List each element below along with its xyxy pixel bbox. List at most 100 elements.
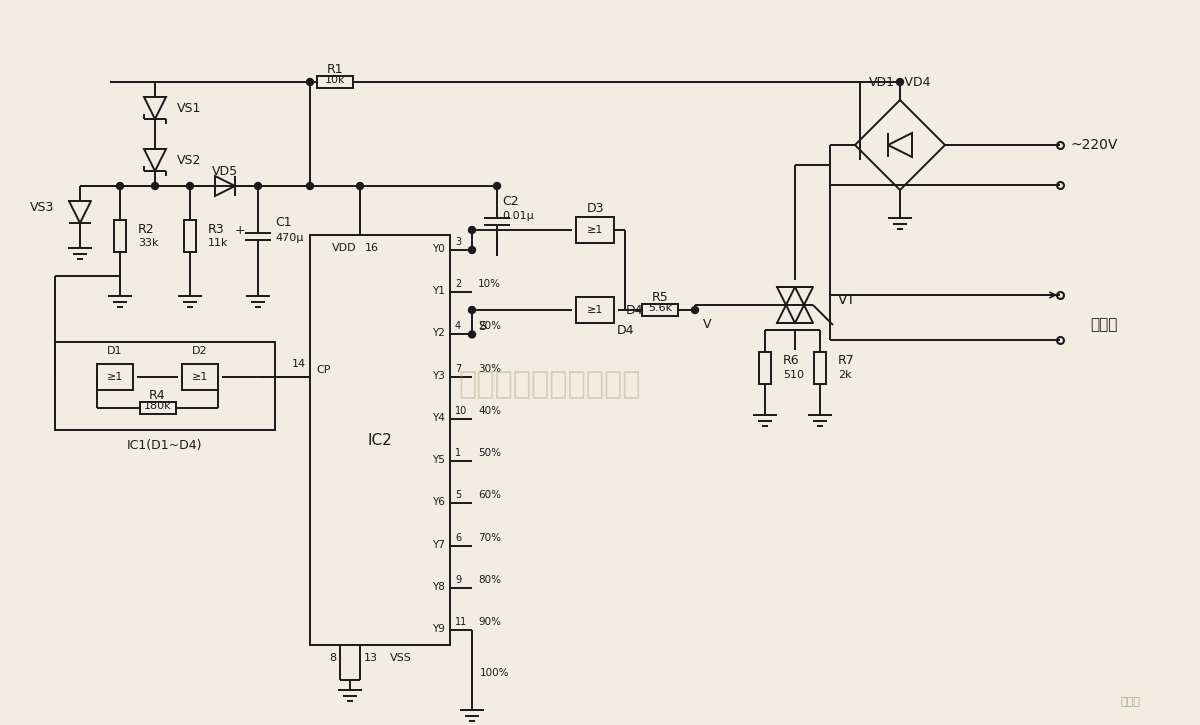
Text: Y2: Y2 [432, 328, 445, 339]
Text: VS3: VS3 [30, 201, 54, 213]
Text: 1: 1 [455, 448, 461, 458]
Text: ≥1: ≥1 [587, 225, 604, 235]
Text: R2: R2 [138, 223, 155, 236]
Text: R3: R3 [208, 223, 224, 236]
Text: VS1: VS1 [178, 102, 202, 115]
Text: R5: R5 [652, 291, 668, 304]
Text: R6: R6 [784, 354, 799, 367]
Text: 2: 2 [455, 279, 461, 289]
Text: 10: 10 [455, 406, 467, 416]
Text: 10%: 10% [478, 279, 502, 289]
Text: 40%: 40% [478, 406, 502, 416]
Text: 20%: 20% [478, 321, 502, 331]
Text: Y1: Y1 [432, 286, 445, 297]
Text: IC1(D1~D4): IC1(D1~D4) [127, 439, 203, 452]
Circle shape [468, 226, 475, 233]
Text: 60%: 60% [478, 490, 502, 500]
Text: 3: 3 [455, 237, 461, 247]
Text: Y3: Y3 [432, 370, 445, 381]
Text: 2k: 2k [838, 370, 852, 379]
Bar [310, 235, 450, 645]
Text: R7: R7 [838, 354, 854, 367]
Text: C2: C2 [502, 194, 518, 207]
Text: C1: C1 [275, 215, 292, 228]
Text: 510: 510 [784, 370, 804, 379]
Text: 70%: 70% [478, 533, 502, 542]
Circle shape [468, 247, 475, 254]
Bar [97, 364, 133, 390]
Text: Y4: Y4 [432, 413, 445, 423]
Text: 14: 14 [292, 359, 306, 369]
Text: 13: 13 [364, 653, 378, 663]
Bar [184, 220, 196, 252]
Text: 接负载: 接负载 [1090, 318, 1117, 333]
Text: D4: D4 [626, 304, 643, 317]
Text: ~220V: ~220V [1070, 138, 1117, 152]
Circle shape [356, 183, 364, 189]
Text: 8: 8 [329, 653, 336, 663]
Text: Y5: Y5 [432, 455, 445, 465]
Circle shape [306, 78, 313, 86]
Bar [642, 304, 678, 316]
Text: Y0: Y0 [432, 244, 445, 254]
Text: 30%: 30% [478, 364, 502, 373]
Bar [317, 76, 353, 88]
Text: 0.01µ: 0.01µ [502, 211, 534, 221]
Circle shape [468, 307, 475, 313]
Bar [139, 402, 175, 414]
Text: V: V [703, 318, 712, 331]
Circle shape [254, 183, 262, 189]
Bar [576, 217, 614, 243]
Text: VD1~VD4: VD1~VD4 [869, 75, 931, 88]
Text: 33k: 33k [138, 238, 158, 248]
Bar [760, 352, 772, 384]
Bar [814, 352, 826, 384]
Text: 5: 5 [455, 490, 461, 500]
Circle shape [306, 183, 313, 189]
Text: Y9: Y9 [432, 624, 445, 634]
Text: 90%: 90% [478, 617, 502, 627]
Text: 4: 4 [455, 321, 461, 331]
Text: D1: D1 [107, 346, 122, 356]
Text: 6: 6 [455, 533, 461, 542]
Text: VDD: VDD [332, 243, 356, 253]
Text: VT: VT [838, 293, 856, 307]
Circle shape [691, 307, 698, 313]
Text: +: + [235, 224, 245, 237]
Text: CP: CP [316, 365, 330, 375]
Bar [182, 364, 218, 390]
Text: D2: D2 [192, 346, 208, 356]
Text: S: S [478, 320, 486, 333]
Circle shape [186, 183, 193, 189]
Text: 180k: 180k [144, 401, 172, 411]
Text: IC2: IC2 [367, 433, 392, 447]
Text: R4: R4 [149, 389, 166, 402]
Circle shape [493, 183, 500, 189]
Bar [114, 220, 126, 252]
Text: 100%: 100% [480, 668, 510, 678]
Text: VD5: VD5 [212, 165, 238, 178]
Bar [55, 342, 275, 430]
Text: 16: 16 [365, 243, 379, 253]
Text: D4: D4 [617, 323, 635, 336]
Text: ≥1: ≥1 [192, 372, 208, 382]
Text: 5.6k: 5.6k [648, 303, 672, 313]
Circle shape [896, 78, 904, 86]
Text: ≥1: ≥1 [587, 305, 604, 315]
Text: 50%: 50% [478, 448, 502, 458]
Text: ≥1: ≥1 [107, 372, 124, 382]
Circle shape [116, 183, 124, 189]
Text: 80%: 80% [478, 575, 502, 585]
Text: D3: D3 [587, 202, 604, 215]
Text: VSS: VSS [390, 653, 412, 663]
Text: 470µ: 470µ [275, 233, 304, 243]
Text: Y7: Y7 [432, 539, 445, 550]
Text: 杭州特超电子有限公司: 杭州特超电子有限公司 [458, 370, 641, 399]
Text: 11k: 11k [208, 238, 228, 248]
Circle shape [151, 183, 158, 189]
Text: Y8: Y8 [432, 581, 445, 592]
Text: 7: 7 [455, 364, 461, 373]
Text: 接线图: 接线图 [1120, 697, 1140, 707]
Text: R1: R1 [326, 62, 343, 75]
Text: Y6: Y6 [432, 497, 445, 507]
